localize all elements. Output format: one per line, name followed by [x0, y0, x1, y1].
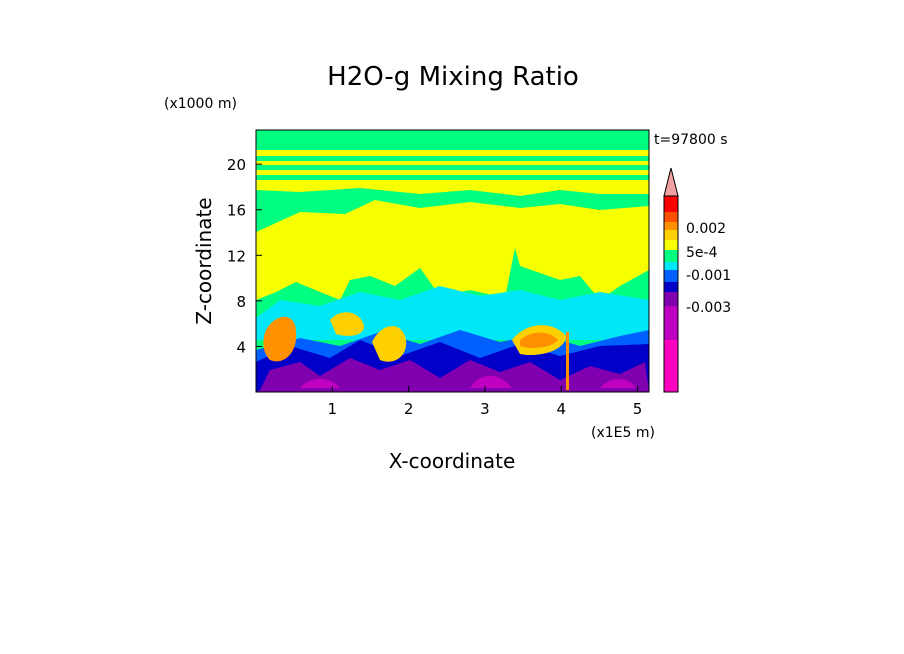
- cbar-label-4: -0.003: [686, 300, 731, 316]
- cbar-label-2: 5e-4: [686, 245, 718, 261]
- cbar-label-1: 0.002: [686, 221, 726, 237]
- chart-title: H2O-g Mixing Ratio: [327, 62, 579, 92]
- colorbar-segment: [664, 262, 678, 270]
- band-upper-1: [256, 150, 649, 156]
- colorbar-segment: [664, 292, 678, 306]
- band-upper-2: [256, 161, 649, 165]
- y-tick-label: 16: [227, 202, 246, 220]
- time-label: t=97800 s: [654, 132, 728, 148]
- band-upper-3: [256, 170, 649, 175]
- yellow-region: [256, 200, 649, 300]
- purple-region: [256, 358, 649, 392]
- plot-area: [256, 130, 649, 392]
- plume-3: [372, 325, 407, 362]
- colorbar-segment: [664, 240, 678, 250]
- streak: [566, 332, 569, 390]
- colorbar-segment: [664, 230, 678, 240]
- colorbar-segment: [664, 222, 678, 230]
- colorbar-segment: [664, 212, 678, 222]
- colorbar-segment: [664, 340, 678, 392]
- plume-5: [520, 332, 558, 348]
- x-tick-label: 2: [404, 400, 414, 418]
- magenta-blob-3: [600, 379, 636, 388]
- y-unit-label: (x1000 m): [164, 96, 237, 112]
- y-tick-label: 4: [236, 338, 246, 356]
- magenta-blob-2: [470, 376, 512, 388]
- y-axis-ticks: 4 8 12 16 20: [227, 156, 262, 356]
- colorbar-segment: [664, 282, 678, 292]
- y-tick-label: 20: [227, 156, 246, 174]
- colorbar: [663, 195, 679, 393]
- y-tick-label: 12: [227, 247, 246, 265]
- plume-1: [263, 316, 297, 362]
- cbar-label-3: -0.001: [686, 268, 731, 284]
- y-tick-label: 8: [236, 293, 246, 311]
- band-upper-4: [256, 180, 649, 196]
- x-tick-label: 1: [328, 400, 338, 418]
- x-tick-label: 4: [556, 400, 566, 418]
- x-axis-label: X-coordinate: [389, 449, 516, 473]
- colorbar-segment: [664, 196, 678, 212]
- x-unit-label: (x1E5 m): [591, 425, 655, 441]
- y-axis-label: Z-coordinate: [192, 197, 216, 324]
- colorbar-segment: [664, 306, 678, 340]
- colorbar-triangle: [663, 167, 679, 197]
- x-axis-ticks: 1 2 3 4 5: [328, 386, 643, 418]
- plume-2: [330, 312, 364, 336]
- plot-frame: [255, 129, 650, 393]
- colorbar-segment: [664, 270, 678, 282]
- x-tick-label: 5: [633, 400, 643, 418]
- magenta-blob-1: [300, 379, 340, 388]
- x-tick-label: 3: [480, 400, 490, 418]
- colorbar-segment: [664, 250, 678, 262]
